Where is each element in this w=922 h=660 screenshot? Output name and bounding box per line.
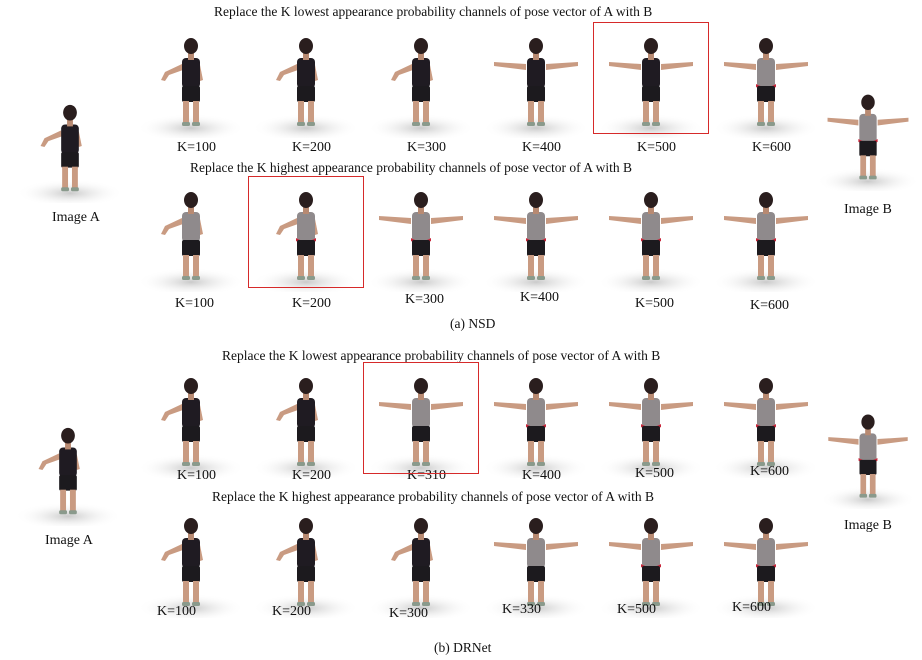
nsd-image-a (14, 95, 126, 203)
drnet-image-b (818, 405, 918, 509)
nsd-lowest-thumbnail (365, 28, 477, 138)
drnet-highest-thumbnail (250, 508, 362, 618)
drnet-highest-title: Replace the K highest appearance probabi… (212, 489, 654, 504)
nsd-lowest-k-label: K=200 (292, 140, 332, 155)
drnet-lowest-thumbnail (480, 368, 592, 478)
nsd-highest-k-label: K=100 (175, 296, 215, 311)
drnet-image-a (12, 418, 124, 526)
nsd-image-b (814, 85, 922, 191)
nsd-highest-k-label: K=500 (635, 296, 675, 311)
drnet-image-b-label: Image B (844, 518, 892, 533)
nsd-highest-thumbnail (480, 182, 592, 292)
drnet-highest-thumbnail (365, 508, 477, 618)
drnet-highest-k-label: K=200 (272, 604, 312, 619)
drnet-highest-thumbnail (595, 508, 707, 618)
nsd-highest-k-label: K=300 (405, 292, 445, 307)
drnet-highest-k-label: K=600 (732, 600, 772, 615)
drnet-lowest-thumbnail (365, 368, 477, 478)
nsd-image-b-label: Image B (844, 202, 892, 217)
nsd-highest-thumbnail (710, 182, 822, 292)
nsd-lowest-k-label: K=600 (752, 140, 792, 155)
drnet-lowest-highlight-box (363, 362, 479, 474)
nsd-lowest-k-label: K=400 (522, 140, 562, 155)
nsd-caption: (a) NSD (450, 316, 496, 331)
drnet-highest-thumbnail (710, 508, 822, 618)
nsd-lowest-k-label: K=300 (407, 140, 447, 155)
drnet-highest-k-label: K=300 (389, 606, 429, 621)
drnet-lowest-k-label: K=400 (522, 468, 562, 483)
nsd-lowest-k-label: K=500 (637, 140, 677, 155)
drnet-lowest-k-label: K=500 (635, 466, 675, 481)
nsd-lowest-highlight-box (593, 22, 709, 134)
drnet-lowest-k-label: K=310 (407, 468, 447, 483)
drnet-lowest-thumbnail (135, 368, 247, 478)
nsd-image-a-label: Image A (52, 210, 100, 225)
drnet-caption: (b) DRNet (434, 640, 492, 655)
nsd-lowest-thumbnail (480, 28, 592, 138)
drnet-image-a-label: Image A (45, 533, 93, 548)
nsd-highest-thumbnail (595, 182, 707, 292)
drnet-highest-thumbnail (135, 508, 247, 618)
nsd-lowest-thumbnail (710, 28, 822, 138)
drnet-lowest-k-label: K=200 (292, 468, 332, 483)
drnet-highest-thumbnail (480, 508, 592, 618)
drnet-highest-k-label: K=100 (157, 604, 197, 619)
nsd-lowest-title: Replace the K lowest appearance probabil… (214, 4, 653, 19)
nsd-highest-k-label: K=600 (750, 298, 790, 313)
nsd-highest-k-label: K=200 (292, 296, 332, 311)
drnet-lowest-k-label: K=600 (750, 464, 790, 479)
drnet-lowest-title: Replace the K lowest appearance probabil… (222, 348, 661, 363)
drnet-lowest-thumbnail (250, 368, 362, 478)
nsd-highest-thumbnail (135, 182, 247, 292)
nsd-lowest-thumbnail (595, 28, 707, 138)
drnet-lowest-k-label: K=100 (177, 468, 217, 483)
nsd-highest-k-label: K=400 (520, 290, 560, 305)
nsd-lowest-thumbnail (135, 28, 247, 138)
nsd-highest-title: Replace the K highest appearance probabi… (190, 160, 632, 175)
nsd-highest-thumbnail (250, 182, 362, 292)
drnet-highest-k-label: K=330 (502, 602, 542, 617)
drnet-lowest-thumbnail (710, 368, 822, 478)
drnet-highest-k-label: K=500 (617, 602, 657, 617)
nsd-lowest-k-label: K=100 (177, 140, 217, 155)
nsd-highest-highlight-box (248, 176, 364, 288)
nsd-highest-thumbnail (365, 182, 477, 292)
drnet-lowest-thumbnail (595, 368, 707, 478)
nsd-lowest-thumbnail (250, 28, 362, 138)
